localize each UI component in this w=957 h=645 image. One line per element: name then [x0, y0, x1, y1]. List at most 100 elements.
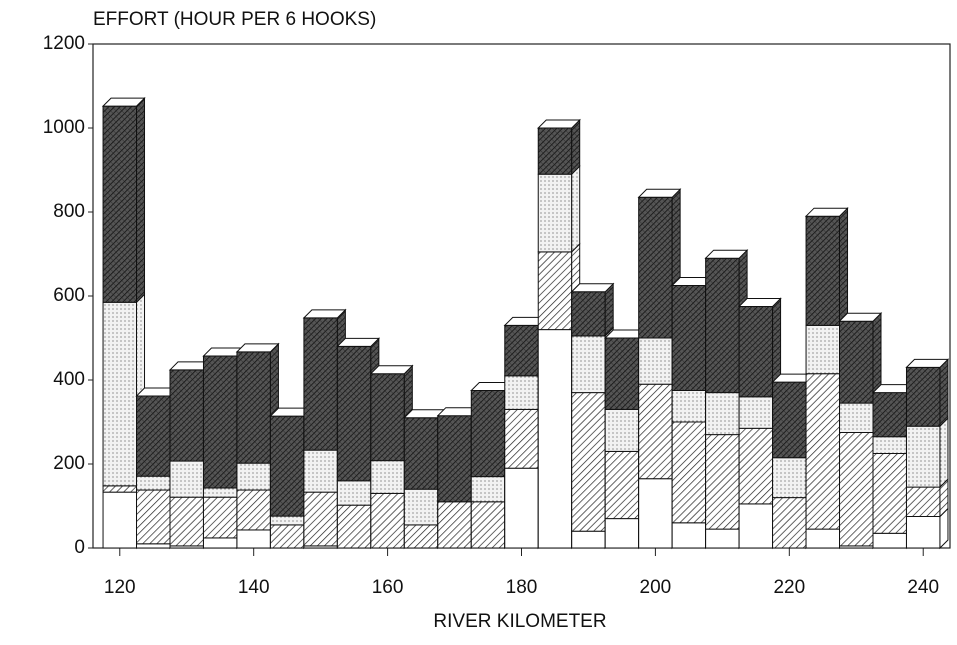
bar-segment — [571, 392, 606, 532]
bar-segment — [236, 462, 271, 491]
x-tick-label: 200 — [640, 577, 672, 598]
bar-segment — [738, 503, 774, 549]
bar-side — [939, 416, 949, 489]
bar-segment — [437, 501, 472, 549]
bar-segment — [470, 390, 506, 478]
bar-segment — [370, 460, 405, 494]
bar-segment — [336, 480, 372, 506]
bar-segment — [537, 173, 573, 253]
bar-segment — [638, 196, 673, 339]
bar-segment — [604, 337, 640, 410]
bar-segment — [236, 529, 271, 549]
bar-segment — [805, 373, 841, 530]
bar-segment — [169, 369, 204, 462]
bar-segment — [202, 487, 238, 498]
bar-segment — [102, 301, 138, 487]
y-tick-label: 600 — [53, 285, 85, 306]
bar-segment — [269, 524, 305, 549]
bar-segment — [370, 373, 405, 462]
bar-segment — [872, 392, 907, 438]
bar-segment — [705, 257, 740, 394]
bar-segment — [805, 215, 841, 326]
bar-segment — [738, 306, 774, 398]
bar-top — [302, 309, 347, 319]
bar-segment — [705, 528, 740, 549]
bar-segment — [805, 528, 841, 549]
bar-segment — [303, 449, 338, 493]
bar-segment — [772, 457, 807, 499]
bar-segment — [470, 476, 506, 503]
bar-segment — [202, 355, 238, 489]
y-tick-label: 800 — [53, 201, 85, 222]
bar-segment — [872, 436, 907, 455]
chart-title: EFFORT (HOUR PER 6 HOOKS) — [93, 9, 376, 30]
bar-side — [571, 164, 581, 254]
bar-segment — [671, 390, 707, 423]
bar-segment — [537, 127, 573, 175]
bar-segment — [638, 478, 673, 549]
bar-segment — [102, 485, 138, 493]
bar-segment — [336, 345, 372, 482]
bar-segment — [169, 460, 204, 498]
bar-segment — [872, 453, 907, 534]
bar-segment — [537, 251, 573, 331]
bar-segment — [671, 522, 707, 549]
bar-segment — [604, 450, 640, 520]
bar-segment — [169, 496, 204, 547]
bar-segment — [504, 467, 539, 549]
bar-segment — [236, 351, 271, 464]
bar-segment — [136, 543, 171, 549]
y-tick-label: 0 — [74, 537, 85, 558]
bar-side — [839, 206, 849, 327]
bar-segment — [738, 427, 774, 505]
bar-top — [838, 312, 883, 322]
bar-segment — [638, 337, 673, 385]
bar-segment — [872, 532, 907, 549]
bar-segment — [772, 497, 807, 549]
bar-segment — [403, 488, 439, 526]
bar-segment — [839, 432, 874, 547]
bar-top — [637, 188, 682, 198]
bar-top — [101, 97, 146, 107]
bar-segment — [705, 434, 740, 530]
x-axis-label: RIVER KILOMETER — [433, 611, 606, 632]
y-tick-label: 1200 — [43, 33, 85, 54]
y-tick-label: 200 — [53, 453, 85, 474]
bar-segment — [571, 335, 606, 394]
bar-segment — [504, 408, 539, 469]
y-tick-label: 1000 — [43, 117, 85, 138]
bar-segment — [437, 415, 472, 503]
bar-segment — [805, 324, 841, 375]
bar-segment — [905, 486, 941, 518]
y-tick-label: 400 — [53, 369, 85, 390]
bar-side — [571, 118, 581, 176]
bar-segment — [102, 105, 138, 303]
bar-segment — [303, 491, 338, 547]
bar-side — [136, 96, 146, 304]
bar-segment — [504, 375, 539, 410]
bar-top — [905, 358, 950, 368]
x-tick-label: 160 — [372, 577, 404, 598]
bar-segment — [136, 475, 171, 491]
bar-side — [939, 358, 949, 428]
bar-top — [369, 365, 414, 375]
bar-top — [235, 343, 280, 353]
bar-top — [570, 283, 615, 293]
bar-segment — [772, 381, 807, 459]
bar-segment — [738, 396, 774, 429]
bar-segment — [537, 329, 573, 549]
x-tick-label: 120 — [104, 577, 136, 598]
bar-segment — [839, 320, 874, 404]
x-tick-label: 140 — [238, 577, 270, 598]
bar-segment — [269, 415, 305, 517]
bar-top — [737, 298, 782, 307]
x-tick-label: 220 — [773, 577, 805, 598]
bar-side — [604, 282, 614, 338]
bar-segment — [470, 501, 506, 549]
bar-segment — [905, 366, 941, 427]
bar-segment — [839, 402, 874, 434]
bar-segment — [236, 489, 271, 531]
bar-segment — [604, 518, 640, 549]
bar-segment — [202, 537, 238, 549]
